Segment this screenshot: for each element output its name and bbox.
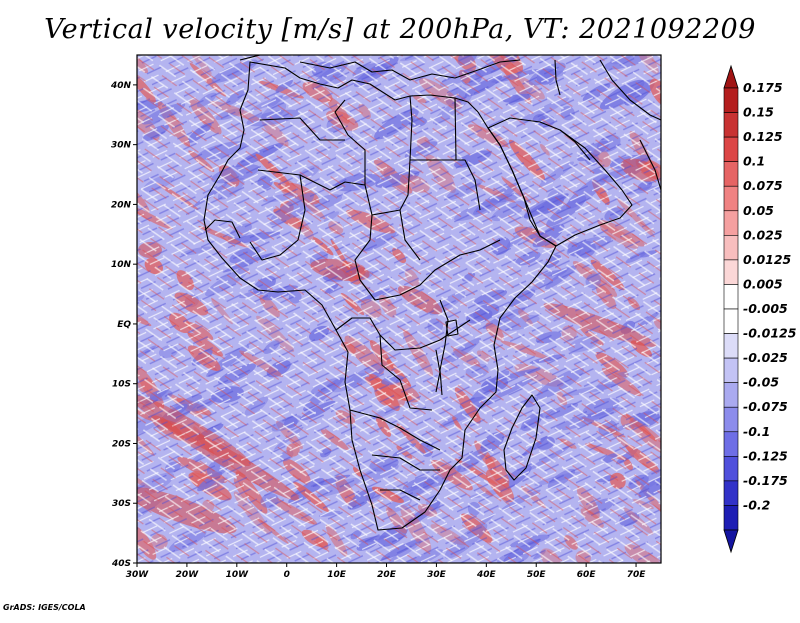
lat-tick-label: 30S [112, 499, 131, 509]
colorbar-label: -0.025 [743, 350, 788, 365]
colorbar-swatch [723, 382, 739, 408]
map-title: Vertical velocity [m/s] at 200hPa, VT: 2… [44, 14, 756, 45]
colorbar-label: -0.05 [743, 375, 779, 390]
colorbar-swatch [723, 87, 739, 113]
colorbar-swatch [723, 161, 739, 187]
lon-tick-label: 20W [176, 570, 200, 580]
colorbar-label: 0.15 [743, 105, 774, 120]
lat-tick-label: 20S [112, 439, 131, 449]
lon-tick-label: 20E [377, 570, 397, 580]
colorbar-label: -0.125 [743, 448, 788, 463]
colorbar-label: -0.005 [743, 301, 788, 316]
lon-tick-label: 70E [627, 570, 647, 580]
colorbar-label: 0.005 [743, 276, 783, 291]
colorbar-swatch [723, 112, 739, 138]
colorbar-label: 0.025 [743, 227, 783, 242]
colorbar-label: -0.075 [743, 399, 788, 414]
lon-tick-label: 40E [476, 570, 497, 580]
colorbar-label: -0.175 [743, 473, 788, 488]
colorbar-swatch [723, 480, 739, 506]
lon-tick-label: 10E [327, 570, 347, 580]
colorbar-swatch [723, 357, 739, 383]
colorbar-swatch [723, 136, 739, 162]
colorbar-label: -0.2 [743, 497, 770, 512]
velocity-field [137, 55, 661, 563]
longitude-axis: 30W 20W 10W 0 10E 20E 30E 40E 50E 60E 70E [126, 563, 646, 580]
lon-tick-label: 10W [226, 570, 250, 580]
colorbar-swatch [723, 185, 739, 212]
plot-frame [136, 54, 662, 564]
lon-tick-label: 30E [427, 570, 447, 580]
lon-tick-label: 0 [284, 570, 290, 580]
colorbar-swatch [723, 431, 739, 457]
lat-tick-label: 30N [111, 141, 132, 151]
lat-tick-label: 20N [111, 200, 132, 210]
colorbar-label: 0.075 [743, 178, 783, 193]
colorbar-swatch [723, 235, 739, 261]
colorbar-label: 0.05 [743, 203, 774, 218]
colorbar-label: 0.1 [743, 154, 765, 169]
coastline [203, 55, 661, 531]
colorbar-swatch [723, 406, 739, 433]
colorbar-swatch [723, 333, 739, 359]
colorbar-bottom-arrow [723, 529, 739, 554]
colorbar-swatch [723, 456, 739, 482]
colorbar-swatch [723, 505, 739, 531]
lon-tick-label: 60E [577, 570, 597, 580]
colorbar: 0.175 0.15 0.125 0.1 0.075 0.05 0.025 0.0125 0.0… [723, 64, 797, 554]
colorbar-top-arrow [723, 64, 739, 89]
lon-tick-label: 30W [126, 570, 150, 580]
colorbar-label: 0.175 [743, 80, 783, 95]
grads-credit: GrADS: IGES/COLA [3, 603, 86, 612]
lat-tick-label: EQ [117, 320, 131, 330]
colorbar-label: -0.1 [743, 424, 770, 439]
lon-tick-label: 50E [527, 570, 547, 580]
latitude-axis: 40N 30N 20N 10N EQ 10S 20S 30S 40S [110, 81, 137, 569]
lat-tick-label: 10S [112, 380, 131, 390]
lat-tick-label: 40N [110, 81, 132, 91]
colorbar-swatch [723, 308, 739, 334]
colorbar-label: 0.0125 [743, 252, 792, 267]
lat-tick-label: 10N [111, 260, 132, 270]
colorbar-swatch [723, 284, 739, 310]
colorbar-label: 0.125 [743, 129, 783, 144]
lat-tick-label: 40S [111, 559, 131, 569]
colorbar-label: -0.0125 [743, 326, 797, 341]
colorbar-swatch [723, 210, 739, 236]
colorbar-swatch [723, 259, 739, 285]
